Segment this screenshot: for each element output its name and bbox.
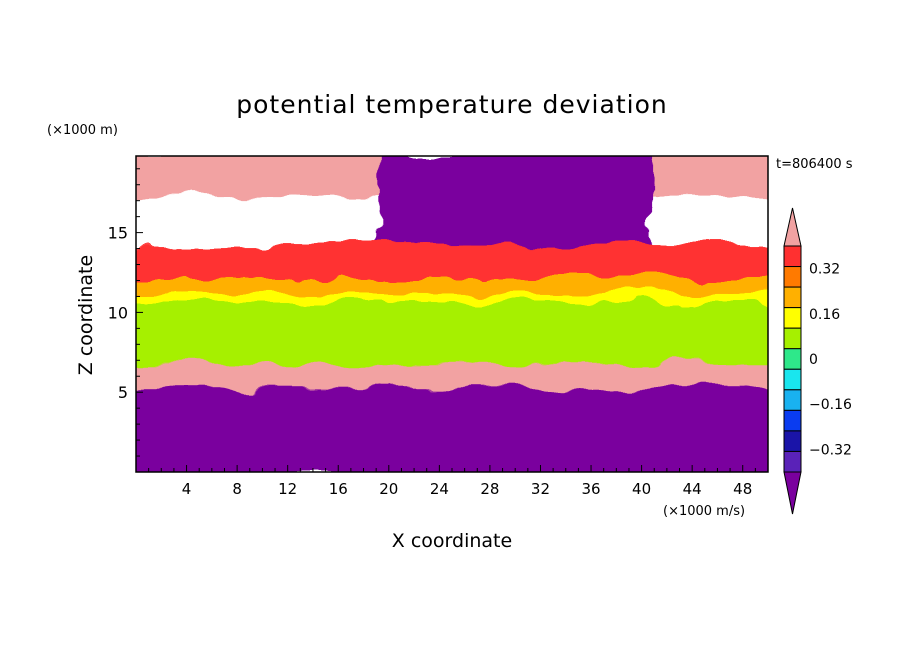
contour-field — [136, 156, 768, 472]
y-unit-label: (×1000 m) — [47, 123, 118, 138]
colorbar-box — [783, 389, 802, 411]
colorbar: 0.32 0.16 0 −0.16 −0.32 — [783, 207, 852, 515]
colorbar-box — [783, 430, 802, 452]
plot-area — [136, 156, 768, 472]
x-unit-label: (×1000 m/s) — [663, 504, 745, 519]
x-tick-label: 20 — [379, 480, 398, 498]
x-tick-label: 32 — [531, 480, 550, 498]
x-tick-label: 4 — [182, 480, 192, 498]
x-tick-label: 16 — [329, 480, 348, 498]
x-tick-label: 8 — [232, 480, 242, 498]
y-axis-label: Z coordinate — [75, 255, 97, 375]
contour-band-7 — [136, 388, 768, 472]
colorbar-box — [783, 266, 802, 288]
contour-band-5 — [136, 302, 768, 373]
y-tick-label: 15 — [108, 224, 128, 243]
x-tick-label: 48 — [733, 480, 752, 498]
colorbar-box — [783, 450, 802, 473]
colorbar-box — [783, 245, 802, 268]
colorbar-extend-max — [783, 207, 802, 247]
x-tick-label: 40 — [632, 480, 651, 498]
y-tick-label: 10 — [108, 303, 128, 322]
chart-title: potential temperature deviation — [236, 90, 667, 119]
x-tick-label: 36 — [581, 480, 600, 498]
colorbar-box — [783, 368, 802, 391]
colorbar-extend-min — [783, 471, 802, 515]
x-tick-label: 24 — [430, 480, 449, 498]
contour-band-1 — [378, 156, 652, 253]
y-tick-label: 5 — [118, 383, 128, 402]
x-axis-label: X coordinate — [392, 530, 512, 552]
colorbar-tick-label: −0.32 — [809, 442, 852, 458]
time-label: t=806400 s — [776, 157, 853, 172]
y-axis: 5 10 15 — [108, 168, 143, 457]
colorbar-tick-label: 0.32 — [809, 262, 840, 278]
colorbar-box — [783, 286, 802, 309]
colorbar-box — [783, 307, 802, 329]
colorbar-box — [783, 327, 802, 350]
colorbar-tick-label: 0 — [809, 352, 818, 368]
x-tick-label: 28 — [480, 480, 499, 498]
colorbar-tick-label: −0.16 — [809, 397, 852, 413]
x-tick-label: 44 — [683, 480, 702, 498]
x-tick-label: 12 — [278, 480, 297, 498]
colorbar-tick-label: 0.16 — [809, 307, 840, 323]
x-axis: 4 8 12 16 20 24 28 32 36 40 44 48 — [148, 465, 756, 498]
colorbar-box — [783, 348, 802, 370]
colorbar-box — [783, 409, 802, 432]
